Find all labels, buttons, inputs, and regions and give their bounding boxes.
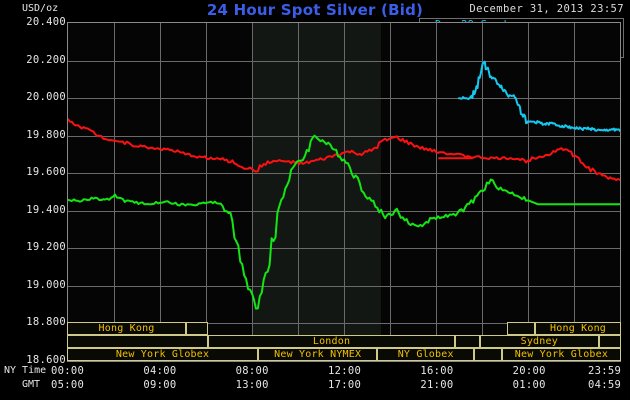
y-axis-tick: 19.800 bbox=[26, 128, 66, 141]
session-row: Hong Kong Hong Kong bbox=[67, 322, 621, 335]
session-bar bbox=[535, 322, 621, 335]
session-row: London Sydney bbox=[67, 335, 621, 348]
session-label: New York NYMEX bbox=[274, 349, 362, 360]
x-axis-tick-gmt: 05:00 bbox=[51, 379, 85, 391]
y-axis-tick: 19.200 bbox=[26, 241, 66, 254]
session-bar bbox=[454, 335, 480, 348]
x-axis-tick-ny: 20:00 bbox=[512, 365, 546, 377]
session-bar bbox=[258, 348, 378, 361]
x-axis-tick-gmt: 17:00 bbox=[328, 379, 362, 391]
x-axis-tick-ny: 23:59 bbox=[588, 365, 622, 377]
session-bar bbox=[479, 335, 599, 348]
session-label: New York Globex bbox=[514, 349, 609, 360]
session-bar bbox=[474, 348, 502, 361]
x-axis-tick-ny: 12:00 bbox=[328, 365, 362, 377]
session-label: London bbox=[312, 336, 351, 347]
session-label: Hong Kong bbox=[98, 323, 155, 334]
session-bar bbox=[598, 335, 621, 348]
y-axis-tick: 20.200 bbox=[26, 53, 66, 66]
series-dec29-blue bbox=[458, 60, 620, 132]
session-bar bbox=[67, 348, 259, 361]
market-session-bars: Hong Kong Hong Kong London Sydney New York G… bbox=[67, 322, 621, 362]
nymex-session-shading bbox=[252, 23, 381, 361]
gridline-vertical bbox=[390, 23, 391, 361]
gridline-vertical bbox=[252, 23, 253, 361]
gmt-time-label: GMT bbox=[22, 379, 41, 390]
x-axis-tick-gmt: 01:00 bbox=[512, 379, 546, 391]
session-bar bbox=[501, 348, 621, 361]
session-label: New York Globex bbox=[115, 349, 210, 360]
session-label: Sydney bbox=[520, 336, 558, 347]
session-label: NY Globex bbox=[397, 349, 454, 360]
y-axis-unit: USD/oz bbox=[22, 3, 59, 14]
y-axis-labels: 20.400 20.200 20.000 19.800 19.600 19.400 19.2… bbox=[0, 0, 66, 400]
page-title: 24 Hour Spot Silver (Bid) bbox=[206, 1, 424, 19]
quote-timestamp: December 31, 2013 23:57 bbox=[469, 3, 624, 15]
y-axis-tick: 19.000 bbox=[26, 278, 66, 291]
gridline-vertical bbox=[482, 23, 483, 361]
x-axis: NY Time GMT 00:00 05:00 04:00 09:00 08:00 13:… bbox=[0, 364, 630, 400]
gridline-vertical bbox=[436, 23, 437, 361]
ny-time-label: NY Time bbox=[4, 365, 47, 376]
session-bar bbox=[67, 322, 187, 335]
x-axis-tick-gmt: 09:00 bbox=[143, 379, 177, 391]
plot-area bbox=[67, 22, 621, 362]
gridline-vertical bbox=[298, 23, 299, 361]
x-axis-tick-gmt: 13:00 bbox=[235, 379, 269, 391]
x-axis-tick-ny: 00:00 bbox=[51, 365, 85, 377]
session-bar bbox=[208, 335, 455, 348]
x-axis-tick-ny: 16:00 bbox=[420, 365, 454, 377]
y-axis-tick: 18.600 bbox=[26, 354, 66, 366]
session-bar bbox=[377, 348, 475, 361]
plot-inner bbox=[68, 23, 620, 361]
y-axis-tick: 19.600 bbox=[26, 166, 66, 179]
series-dec30-red bbox=[68, 118, 620, 182]
x-axis-tick-ny: 08:00 bbox=[235, 365, 269, 377]
series-dec31-green bbox=[68, 134, 620, 310]
session-label: Hong Kong bbox=[550, 323, 607, 334]
gridline-vertical bbox=[344, 23, 345, 361]
session-row: New York Globex New York NYMEX NY Globex Ne… bbox=[67, 348, 621, 361]
x-axis-tick-gmt: 21:00 bbox=[420, 379, 454, 391]
x-axis-tick-ny: 04:00 bbox=[143, 365, 177, 377]
session-bar bbox=[67, 335, 209, 348]
price-series-group bbox=[68, 60, 620, 310]
gridline-vertical bbox=[574, 23, 575, 361]
y-axis-tick: 19.400 bbox=[26, 203, 66, 216]
y-axis-tick: 18.800 bbox=[26, 316, 66, 329]
session-bar bbox=[186, 322, 209, 335]
y-axis-tick: 20.400 bbox=[26, 16, 66, 28]
gridline-vertical bbox=[206, 23, 207, 361]
y-axis-tick: 20.000 bbox=[26, 91, 66, 104]
gridline-vertical bbox=[528, 23, 529, 361]
gridline-vertical bbox=[160, 23, 161, 361]
session-bar bbox=[507, 322, 536, 335]
gridline-vertical bbox=[114, 23, 115, 361]
x-axis-tick-gmt: 04:59 bbox=[588, 379, 622, 391]
